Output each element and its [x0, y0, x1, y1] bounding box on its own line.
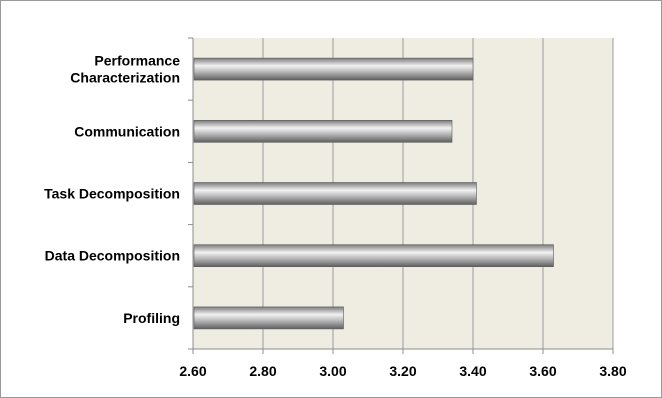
- bar: [193, 182, 477, 205]
- x-tick-label: 2.60: [179, 363, 206, 379]
- x-tick-label: 3.20: [389, 363, 416, 379]
- x-tick-labels: 2.60 2.80 3.00 3.20 3.40 3.60 3.80: [179, 363, 626, 379]
- bar: [193, 306, 344, 330]
- x-tick-label: 3.40: [459, 363, 486, 379]
- bar: [193, 120, 453, 143]
- category-label: Data Decomposition: [45, 248, 180, 264]
- axes: [188, 37, 614, 354]
- category-label: Task Decomposition: [44, 186, 180, 202]
- x-tick-label: 3.60: [529, 363, 556, 379]
- x-tick-label: 3.80: [599, 363, 626, 379]
- category-label: Communication: [74, 123, 180, 139]
- x-tick-label: 3.00: [319, 363, 346, 379]
- bar: [193, 244, 554, 267]
- bar: [193, 57, 474, 81]
- category-labels: Performance Characterization Communication…: [44, 53, 180, 326]
- bars: [193, 57, 554, 330]
- category-label: Performance Characterization: [70, 53, 180, 86]
- category-label: Profiling: [123, 310, 180, 326]
- x-tick-label: 2.80: [249, 363, 276, 379]
